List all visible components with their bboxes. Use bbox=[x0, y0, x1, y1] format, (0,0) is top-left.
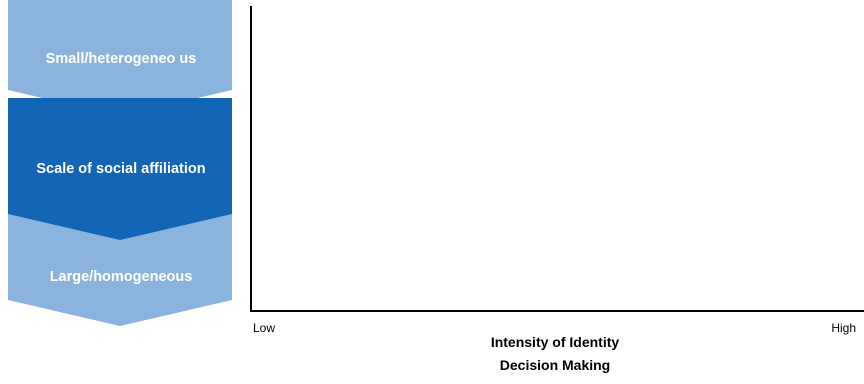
chevron-bottom-label: Large/homogeneous bbox=[49, 269, 193, 285]
chevron-middle-label: Scale of social affiliation bbox=[36, 161, 206, 177]
y-axis-line bbox=[250, 6, 252, 312]
x-axis-title: Intensity of Identity Decision Making bbox=[440, 331, 670, 377]
chevron-bottom bbox=[8, 212, 232, 326]
x-axis-title-line1: Intensity of Identity bbox=[490, 334, 620, 350]
x-axis-line bbox=[250, 310, 864, 312]
chevron-shapes bbox=[8, 0, 232, 326]
scale-chevron-stack: Small/heterogeneo us Scale of social aff… bbox=[0, 0, 240, 384]
chevron-top-label: Small/heterogeneo us bbox=[45, 51, 197, 67]
x-axis-title-line2: Decision Making bbox=[499, 357, 611, 373]
chevron-middle bbox=[8, 98, 232, 240]
x-axis-low-label: Low bbox=[253, 321, 276, 335]
chevron-top bbox=[8, 0, 232, 116]
x-axis-high-label: High bbox=[831, 321, 856, 335]
